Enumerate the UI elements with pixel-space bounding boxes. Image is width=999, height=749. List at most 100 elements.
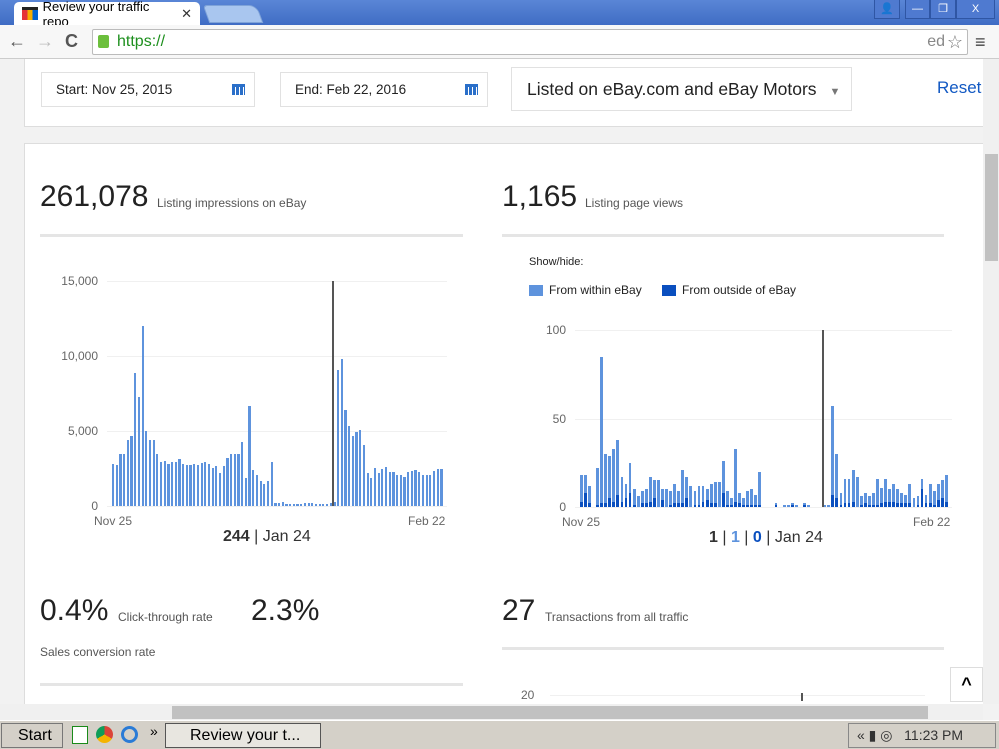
bar-within xyxy=(867,496,871,506)
bar xyxy=(204,461,207,506)
bar xyxy=(141,326,144,506)
bar xyxy=(137,396,141,506)
bar xyxy=(418,471,421,506)
bar-within xyxy=(677,491,681,504)
calendar-icon[interactable] xyxy=(232,84,245,95)
bar xyxy=(311,503,314,506)
bar-outside xyxy=(677,503,681,507)
scroll-to-top-button[interactable]: ^ xyxy=(950,667,983,702)
bar xyxy=(351,436,354,506)
bar-within xyxy=(790,503,794,506)
bar xyxy=(200,462,203,506)
bar xyxy=(392,472,395,506)
bar-outside xyxy=(604,503,608,507)
bar-outside xyxy=(669,505,673,507)
bar-within xyxy=(628,462,632,493)
bar-within xyxy=(661,489,664,500)
bar-outside xyxy=(673,503,677,507)
bar xyxy=(285,503,288,506)
restore-button[interactable]: ❐ xyxy=(930,0,956,19)
reload-icon[interactable]: C xyxy=(65,31,78,51)
more-icon[interactable]: » xyxy=(150,723,158,739)
browser-tab[interactable]: Review your traffic repo ✕ xyxy=(14,0,200,29)
start-date-picker[interactable]: Start: Nov 25, 2015 xyxy=(41,72,255,107)
vertical-scrollbar[interactable] xyxy=(983,59,999,704)
bar xyxy=(167,464,170,506)
user-icon[interactable]: 👤 xyxy=(874,0,900,19)
highlight-label: 1 | 1 | 0 | Jan 24 xyxy=(709,529,823,547)
bar-within xyxy=(908,483,912,504)
y-tick-label: 5,000 xyxy=(67,424,98,438)
scroll-thumb[interactable] xyxy=(985,154,998,261)
ie-icon[interactable] xyxy=(121,726,138,743)
bar xyxy=(126,440,129,506)
bar xyxy=(307,503,310,506)
bar xyxy=(414,470,417,506)
forward-icon[interactable]: → xyxy=(36,31,54,51)
bar-within xyxy=(912,498,916,507)
impressions-value: 261,078 xyxy=(40,180,149,213)
bar-within xyxy=(717,482,721,507)
bar-within xyxy=(600,356,604,504)
taskbar-chrome-window[interactable]: Review your t... xyxy=(165,723,321,748)
chrome-icon[interactable] xyxy=(96,726,113,743)
bar-outside xyxy=(632,505,636,507)
bar-within xyxy=(665,489,668,507)
scroll-thumb[interactable] xyxy=(172,706,928,719)
bar xyxy=(366,473,369,506)
bar-within xyxy=(721,460,725,493)
minimize-button[interactable]: — xyxy=(905,0,930,19)
bar-outside xyxy=(863,503,867,507)
bar-within xyxy=(884,478,887,502)
reset-link[interactable]: Reset xyxy=(937,78,982,97)
back-icon[interactable]: ← xyxy=(8,31,26,51)
legend-outside[interactable]: From outside of eBay xyxy=(662,283,796,297)
browser-toolbar: ← → C https:// ed ☆ ≡ xyxy=(0,25,999,59)
impressions-label: Listing impressions on eBay xyxy=(157,196,307,210)
address-bar[interactable]: https:// ed ☆ xyxy=(92,29,968,55)
bar xyxy=(222,465,225,506)
transactions-label: Transactions from all traffic xyxy=(545,610,689,624)
conversion-value: 2.3% xyxy=(251,594,320,627)
bookmark-star-icon[interactable]: ☆ xyxy=(946,32,963,52)
site-dropdown[interactable]: Listed on eBay.com and eBay Motors ▼ xyxy=(511,67,852,111)
bar-within xyxy=(880,487,883,504)
impressions-chart: 15,000 10,000 5,000 0 Nov 25 Feb 22 244 | Jan … xyxy=(25,264,495,554)
new-tab-button[interactable] xyxy=(202,5,264,23)
bar-outside xyxy=(640,503,644,507)
menu-icon[interactable]: ≡ xyxy=(975,32,986,52)
close-tab-icon[interactable]: ✕ xyxy=(181,5,192,21)
bar-within xyxy=(685,476,689,499)
bar xyxy=(230,454,233,506)
close-window-button[interactable]: X xyxy=(956,0,995,19)
bar xyxy=(159,461,163,506)
bar-outside xyxy=(758,505,762,507)
bar xyxy=(370,477,373,506)
calendar-icon[interactable] xyxy=(465,84,478,95)
bar xyxy=(425,475,428,506)
bar-within xyxy=(855,476,859,507)
bar xyxy=(248,405,251,506)
legend-within[interactable]: From within eBay xyxy=(529,283,642,297)
y-tick-label: 50 xyxy=(552,411,566,426)
bar-outside xyxy=(709,503,713,507)
bar-within xyxy=(920,478,924,490)
bar-outside xyxy=(831,494,835,507)
bar-within xyxy=(932,491,936,506)
bar-within xyxy=(871,492,875,506)
bar xyxy=(218,473,222,506)
bar xyxy=(296,503,299,506)
start-button[interactable]: Start xyxy=(1,723,63,748)
page-content: Start: Nov 25, 2015 End: Feb 22, 2016 Li… xyxy=(0,59,983,704)
bar xyxy=(244,477,247,506)
excel-icon[interactable] xyxy=(72,726,88,744)
bar xyxy=(322,503,325,506)
conversion-label: Sales conversion rate xyxy=(40,645,156,659)
highlight-date: Jan 24 xyxy=(262,528,311,545)
horizontal-scrollbar[interactable] xyxy=(0,704,983,720)
bar-within xyxy=(835,453,839,499)
bar-outside xyxy=(928,503,932,507)
bar xyxy=(193,464,196,506)
end-date-picker[interactable]: End: Feb 22, 2016 xyxy=(280,72,488,107)
bar-outside xyxy=(867,505,871,507)
